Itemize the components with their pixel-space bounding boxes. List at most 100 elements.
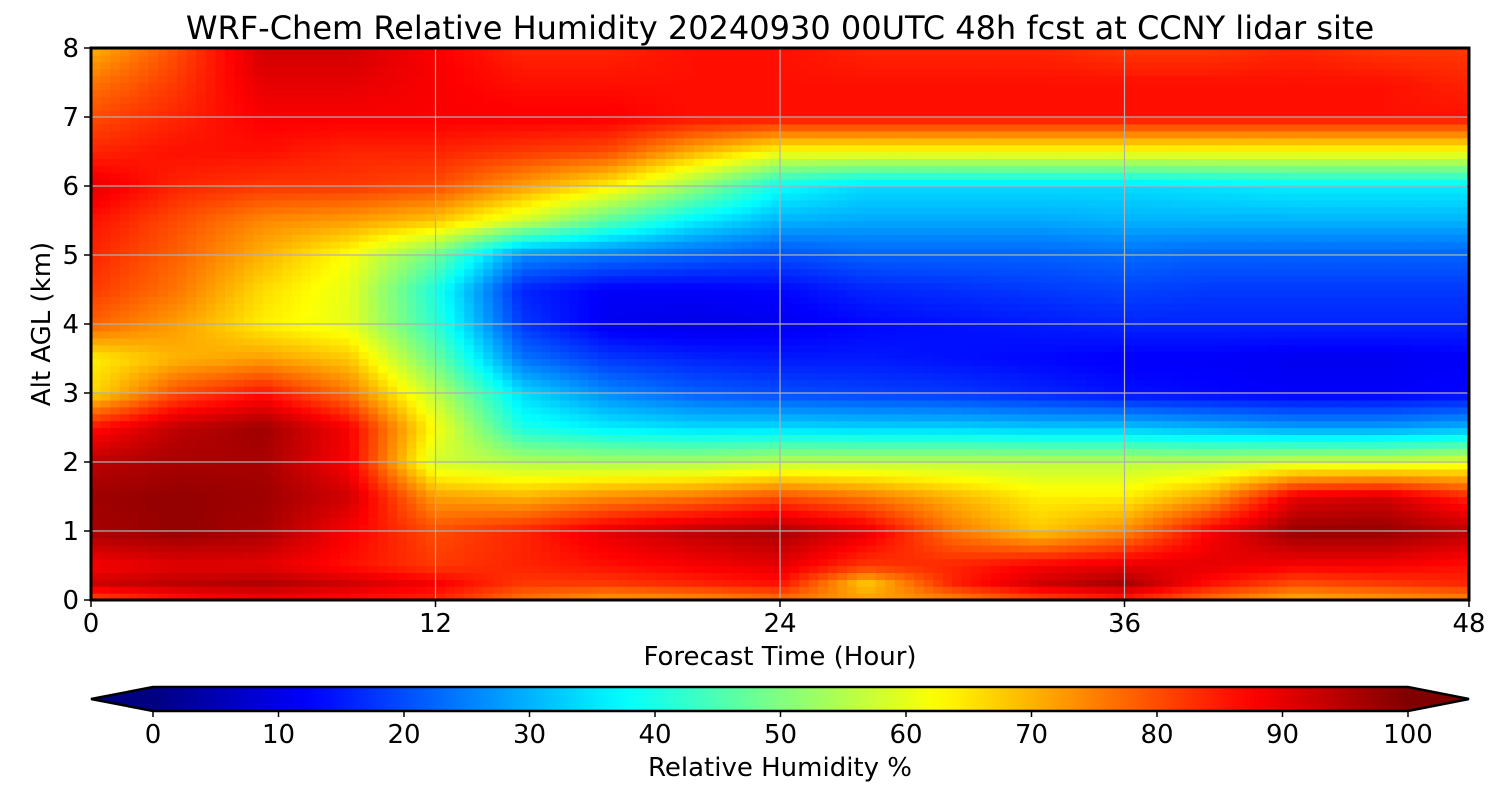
heatmap-cell [1210, 399, 1221, 408]
heatmap-cell [301, 441, 312, 449]
heatmap-cell [760, 420, 772, 429]
heatmap-cell [540, 399, 551, 408]
heatmap-cell [588, 544, 599, 553]
heatmap-cell [713, 399, 724, 408]
heatmap-cell [636, 517, 647, 525]
heatmap-cell [1220, 531, 1231, 539]
heatmap-cell [397, 496, 408, 504]
heatmap-cell [1287, 565, 1298, 573]
heatmap-cell [770, 482, 781, 491]
heatmap-cell [445, 558, 456, 567]
heatmap-cell [961, 462, 972, 470]
heatmap-cell [301, 565, 312, 573]
heatmap-cell [205, 441, 216, 449]
heatmap-cell [1363, 406, 1374, 415]
heatmap-cell [311, 537, 322, 546]
heatmap-cell [100, 572, 111, 580]
heatmap-cell [244, 386, 255, 394]
heatmap-cell [1430, 579, 1441, 587]
heatmap-cell [1172, 406, 1183, 415]
heatmap-cell [1354, 379, 1365, 387]
heatmap-cell [1268, 551, 1279, 560]
heatmap-cell [1047, 468, 1059, 477]
heatmap-cell [1373, 558, 1384, 567]
heatmap-cell [636, 593, 647, 600]
heatmap-cell [713, 386, 724, 394]
heatmap-cell [387, 448, 398, 456]
heatmap-cell [1038, 510, 1049, 518]
heatmap-cell [339, 489, 350, 498]
heatmap-cell [1363, 531, 1374, 539]
heatmap-cell [846, 510, 858, 518]
heatmap-cell [559, 517, 571, 525]
heatmap-cell [1315, 462, 1327, 470]
heatmap-cell [693, 489, 705, 498]
heatmap-cell [904, 413, 915, 422]
heatmap-cell [1210, 496, 1221, 504]
heatmap-cell [1019, 551, 1030, 560]
heatmap-cell [464, 365, 475, 373]
heatmap-cell [1028, 503, 1039, 511]
heatmap-cell [722, 572, 733, 580]
heatmap-cell [320, 482, 331, 491]
heatmap-cell [397, 544, 408, 553]
heatmap-cell [129, 365, 140, 373]
heatmap-cell [1363, 386, 1374, 394]
heatmap-cell [1067, 475, 1078, 484]
heatmap-cell [1449, 413, 1461, 422]
heatmap-cell [674, 393, 685, 401]
heatmap-cell [1459, 475, 1469, 484]
heatmap-cell [263, 510, 274, 518]
heatmap-cell [272, 420, 283, 429]
heatmap-cell [684, 503, 695, 511]
heatmap-cell [540, 544, 551, 553]
heatmap-cell [1363, 462, 1374, 470]
heatmap-cell [1086, 468, 1097, 477]
heatmap-cell [1392, 537, 1403, 546]
heatmap-cell [1402, 386, 1413, 394]
heatmap-cell [100, 544, 111, 553]
heatmap-cell [311, 434, 322, 442]
heatmap-cell [378, 558, 389, 567]
heatmap-cell [445, 531, 456, 539]
heatmap-cell [1402, 420, 1413, 429]
heatmap-cell [1402, 579, 1413, 587]
heatmap-cell [157, 496, 169, 504]
heatmap-cell [454, 489, 465, 498]
heatmap-cell [1201, 420, 1212, 429]
heatmap-cell [1258, 365, 1269, 373]
heatmap-cell [282, 531, 293, 539]
heatmap-cell [253, 441, 264, 449]
heatmap-cell [1067, 420, 1078, 429]
heatmap-cell [157, 468, 169, 477]
heatmap-cell [693, 531, 705, 539]
heatmap-cell [751, 379, 762, 387]
heatmap-cell [846, 372, 858, 380]
heatmap-cell [531, 544, 542, 553]
heatmap-cell [119, 434, 130, 442]
heatmap-cell [1172, 579, 1183, 587]
heatmap-cell [952, 586, 963, 594]
heatmap-cell [579, 482, 590, 491]
heatmap-cell [808, 593, 819, 600]
heatmap-cell [646, 379, 657, 387]
heatmap-cell [1344, 565, 1355, 573]
heatmap-cell [91, 482, 102, 491]
heatmap-cell [1019, 537, 1030, 546]
heatmap-cell [358, 544, 370, 553]
heatmap-cell [282, 468, 293, 477]
heatmap-cell [368, 399, 379, 408]
heatmap-cell [1057, 420, 1068, 429]
heatmap-cell [224, 358, 236, 366]
heatmap-cell [923, 482, 934, 491]
heatmap-cell [875, 420, 886, 429]
heatmap-cell [1306, 379, 1317, 387]
heatmap-cell [904, 393, 915, 401]
heatmap-cell [406, 420, 417, 429]
heatmap-cell [1449, 544, 1461, 553]
heatmap-cell [349, 579, 360, 587]
heatmap-cell [91, 462, 102, 470]
heatmap-cell [1268, 579, 1279, 587]
heatmap-cell [693, 448, 705, 456]
heatmap-cell [1411, 399, 1422, 408]
